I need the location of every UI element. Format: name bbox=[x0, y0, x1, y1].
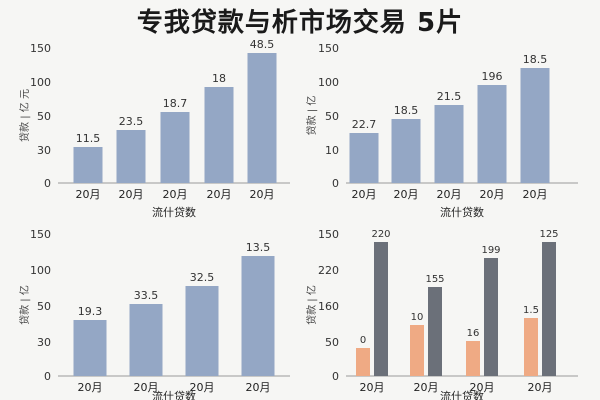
x-axis-label: 流什贷数 bbox=[440, 389, 484, 400]
y-tick-label: 30 bbox=[37, 144, 51, 157]
data-label: 0 bbox=[360, 335, 366, 346]
x-tick-label: 20月 bbox=[360, 381, 385, 394]
x-tick-label: 20月 bbox=[163, 188, 188, 201]
x-tick-label: 20月 bbox=[480, 188, 505, 201]
bar bbox=[204, 87, 234, 183]
bar bbox=[160, 112, 190, 183]
data-label: 23.5 bbox=[119, 115, 144, 128]
y-tick-label: 150 bbox=[30, 42, 51, 55]
bar-series-1 bbox=[410, 325, 424, 376]
bar-series-1 bbox=[524, 318, 538, 376]
data-label: 18.5 bbox=[523, 53, 548, 66]
x-tick-label: 20月 bbox=[470, 381, 495, 394]
bar bbox=[185, 286, 219, 376]
x-tick-label: 20月 bbox=[190, 381, 215, 394]
bar bbox=[73, 147, 103, 183]
y-tick-label: 50 bbox=[37, 110, 51, 123]
y-tick-label: 100 bbox=[30, 76, 51, 89]
y-tick-label: 0 bbox=[332, 177, 339, 190]
data-label: 22.7 bbox=[352, 118, 377, 131]
y-tick-label: 150 bbox=[318, 228, 339, 241]
x-tick-label: 20月 bbox=[352, 188, 377, 201]
y-tick-label: 160 bbox=[318, 300, 339, 313]
bar-series-1 bbox=[466, 341, 480, 376]
data-label: 220 bbox=[371, 229, 390, 240]
y-tick-label: 30 bbox=[37, 336, 51, 349]
bar bbox=[73, 320, 107, 376]
data-label: 16 bbox=[467, 328, 480, 339]
data-label: 10 bbox=[411, 312, 424, 323]
y-tick-label: 150 bbox=[318, 42, 339, 55]
data-label: 18 bbox=[212, 72, 226, 85]
x-tick-label: 20月 bbox=[134, 381, 159, 394]
data-label: 125 bbox=[539, 229, 558, 240]
y-tick-label: 50 bbox=[325, 336, 339, 349]
bar bbox=[116, 130, 146, 183]
data-label: 18.5 bbox=[394, 104, 419, 117]
y-axis-label: 贷款 | 亿 bbox=[305, 96, 318, 136]
data-label: 19.3 bbox=[78, 305, 103, 318]
x-tick-label: 20月 bbox=[528, 381, 553, 394]
data-label: 33.5 bbox=[134, 289, 159, 302]
x-axis-label: 流什贷数 bbox=[152, 205, 196, 219]
bar bbox=[247, 53, 277, 183]
x-tick-label: 20月 bbox=[437, 188, 462, 201]
bar bbox=[349, 133, 379, 183]
page-title: 专我贷款与析市场交易 5片 bbox=[136, 8, 464, 38]
data-label: 1.5 bbox=[523, 305, 539, 316]
bar-series-2 bbox=[542, 242, 556, 376]
x-tick-label: 20月 bbox=[414, 381, 439, 394]
x-tick-label: 20月 bbox=[246, 381, 271, 394]
y-tick-label: 100 bbox=[30, 264, 51, 277]
y-tick-label: 10 bbox=[325, 144, 339, 157]
y-axis-label: 贷款 | 亿 元 bbox=[18, 89, 31, 142]
x-tick-label: 20月 bbox=[119, 188, 144, 201]
x-axis-label: 流什贷数 bbox=[152, 389, 196, 400]
y-axis-label: 贷款 | 亿 bbox=[305, 285, 318, 325]
data-label: 18.7 bbox=[163, 97, 188, 110]
y-tick-label: 100 bbox=[318, 76, 339, 89]
data-label: 13.5 bbox=[246, 241, 271, 254]
y-tick-label: 50 bbox=[37, 300, 51, 313]
bar-series-2 bbox=[374, 242, 388, 376]
bar-series-2 bbox=[484, 258, 498, 376]
bar-series-2 bbox=[428, 287, 442, 376]
data-label: 155 bbox=[425, 274, 444, 285]
data-label: 32.5 bbox=[190, 271, 215, 284]
y-axis-label: 贷款 | 亿 bbox=[18, 285, 31, 325]
y-tick-label: 0 bbox=[44, 177, 51, 190]
y-tick-label: 150 bbox=[30, 228, 51, 241]
bar bbox=[477, 85, 507, 183]
y-tick-label: 0 bbox=[332, 370, 339, 383]
y-tick-label: 50 bbox=[325, 110, 339, 123]
y-tick-label: 0 bbox=[44, 370, 51, 383]
x-tick-label: 20月 bbox=[207, 188, 232, 201]
data-label: 196 bbox=[482, 70, 503, 83]
x-axis-label: 流什贷数 bbox=[440, 205, 484, 219]
x-tick-label: 20月 bbox=[76, 188, 101, 201]
data-label: 21.5 bbox=[437, 90, 462, 103]
x-tick-label: 20月 bbox=[78, 381, 103, 394]
bar bbox=[520, 68, 550, 183]
bar bbox=[129, 304, 163, 376]
bar bbox=[241, 256, 275, 376]
x-tick-label: 20月 bbox=[394, 188, 419, 201]
data-label: 199 bbox=[481, 245, 500, 256]
x-tick-label: 20月 bbox=[250, 188, 275, 201]
bar bbox=[391, 119, 421, 183]
x-tick-label: 20月 bbox=[523, 188, 548, 201]
y-tick-label: 220 bbox=[318, 264, 339, 277]
bar-series-1 bbox=[356, 348, 370, 376]
data-label: 11.5 bbox=[76, 132, 101, 145]
bar bbox=[434, 105, 464, 183]
data-label: 48.5 bbox=[250, 38, 275, 51]
